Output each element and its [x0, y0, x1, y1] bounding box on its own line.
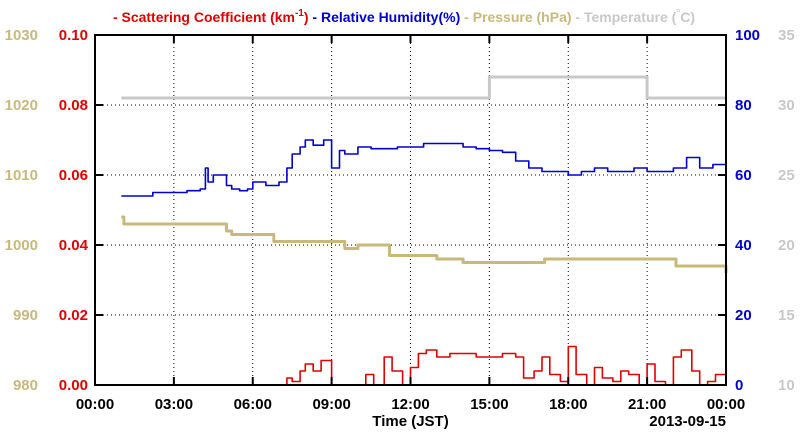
legend: - Scattering Coefficient (km-1) - Relati…	[113, 8, 695, 25]
y-tick-label-scattering: 0.04	[59, 237, 89, 254]
x-tick-label: 09:00	[312, 396, 350, 413]
y-tick-label-humidity: 40	[735, 237, 752, 254]
legend-entry-scattering: - Scattering Coefficient (km	[113, 9, 295, 25]
series-line-scattering	[279, 345, 727, 386]
y-tick-label-temperature: 15	[778, 307, 795, 324]
legend-superscript: -1	[295, 8, 304, 19]
y-tick-label-scattering: 0.08	[59, 97, 88, 114]
y-tick-label-pressure: 980	[13, 377, 38, 394]
y-tick-label-scattering: 0.10	[59, 27, 88, 44]
series-line-humidity	[121, 139, 726, 197]
y-tick-label-humidity: 100	[735, 27, 760, 44]
x-tick-label: 18:00	[549, 396, 587, 413]
y-tick-label-humidity: 60	[735, 167, 752, 184]
series-line-temperature	[121, 75, 726, 100]
y-tick-label-pressure: 990	[13, 307, 38, 324]
y-tick-label-temperature: 35	[778, 27, 795, 44]
legend-entry-pressure: - Pressure (hPa)	[460, 9, 571, 25]
x-tick-label: 00:00	[76, 396, 114, 413]
legend-entry-humidity: - Relative Humidity(%)	[309, 9, 461, 25]
grid-lines	[95, 35, 726, 385]
x-tick-label: 00:00	[707, 396, 745, 413]
x-tick-label: 15:00	[470, 396, 508, 413]
ticks-layer: 00:00 03:00 06:00 09:00 12:00 15:00 18:00 21:00…	[5, 27, 795, 413]
x-tick-label: 12:00	[391, 396, 429, 413]
x-tick-label: 06:00	[234, 396, 272, 413]
y-tick-label-pressure: 1030	[5, 27, 38, 44]
y-tick-label-humidity: 0	[735, 377, 743, 394]
y-tick-label-pressure: 1010	[5, 167, 38, 184]
legend-entry-temperature: - Temperature (	[572, 9, 677, 25]
y-tick-label-scattering: 0.02	[59, 307, 88, 324]
legend-superscript: °	[676, 8, 680, 19]
x-tick-label: 03:00	[155, 396, 193, 413]
legend-entries: - Scattering Coefficient (km-1) - Relati…	[113, 8, 695, 25]
y-tick-label-temperature: 20	[778, 237, 795, 254]
y-tick-label-humidity: 20	[735, 307, 752, 324]
y-tick-label-temperature: 25	[778, 167, 795, 184]
series-layer	[121, 75, 728, 386]
x-tick-label: 21:00	[628, 396, 666, 413]
y-tick-label-temperature: 30	[778, 97, 795, 114]
date-label: 2013-09-15	[649, 413, 726, 430]
legend-suffix: )	[304, 9, 309, 25]
y-tick-label-scattering: 0.00	[59, 377, 88, 394]
y-tick-label-temperature: 10	[778, 377, 795, 394]
legend-suffix: C)	[680, 9, 695, 25]
y-tick-label-scattering: 0.06	[59, 167, 88, 184]
x-axis-title: Time (JST)	[372, 413, 448, 430]
y-tick-label-pressure: 1020	[5, 97, 38, 114]
series-line-pressure	[121, 215, 728, 273]
y-tick-label-pressure: 1000	[5, 237, 38, 254]
y-tick-label-humidity: 80	[735, 97, 752, 114]
